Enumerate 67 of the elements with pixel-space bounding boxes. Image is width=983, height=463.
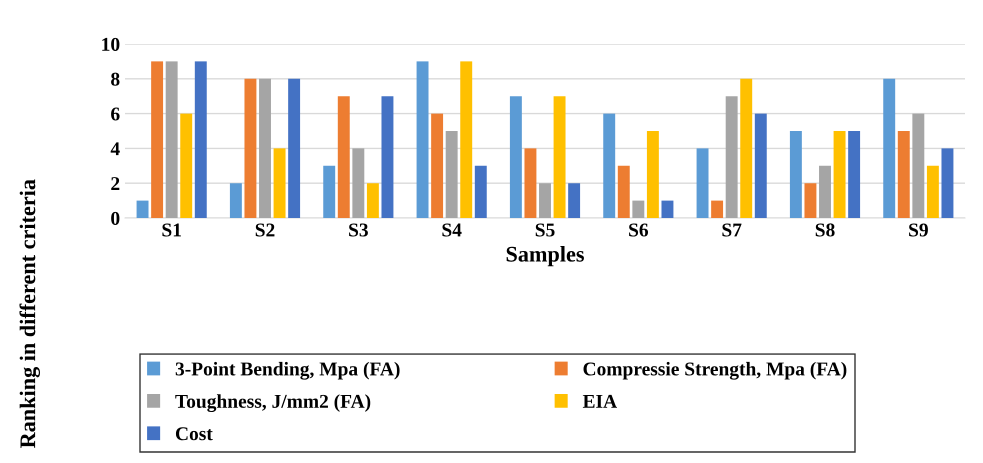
x-tick-label: S9 — [909, 223, 928, 237]
bar — [912, 114, 924, 218]
bar — [726, 96, 738, 218]
bar — [898, 131, 910, 218]
bar — [274, 148, 286, 218]
bar — [696, 148, 709, 218]
bar — [381, 96, 394, 218]
bar — [754, 114, 767, 218]
bar — [848, 131, 860, 218]
bar — [338, 96, 350, 218]
bar — [740, 78, 752, 218]
bar — [819, 166, 831, 218]
bar — [603, 114, 616, 218]
legend-label: Toughness, J/mm2 (FA) — [175, 394, 370, 412]
bar — [554, 96, 566, 218]
bar — [288, 78, 300, 218]
bar — [352, 148, 364, 218]
x-tick-label: S4 — [442, 223, 462, 237]
bar — [790, 131, 802, 218]
bar — [632, 200, 644, 218]
legend-label: EIA — [582, 394, 617, 408]
y-tick-label: 6 — [111, 107, 120, 121]
bar — [474, 166, 487, 218]
y-tick-label: 2 — [111, 177, 120, 190]
bar — [834, 131, 846, 218]
bar — [194, 61, 207, 218]
bar — [323, 166, 336, 218]
bar — [883, 78, 896, 218]
bar — [151, 61, 164, 218]
bar — [416, 61, 429, 218]
bar — [941, 148, 954, 218]
bar — [460, 61, 472, 218]
x-tick-label: S7 — [722, 223, 742, 237]
bar — [804, 183, 816, 218]
y-tick-label: 10 — [102, 38, 120, 51]
legend-label: 3-Point Bending, Mpa (FA) — [176, 362, 400, 380]
x-tick-label: S3 — [349, 223, 368, 237]
bar — [926, 166, 939, 218]
bar — [661, 200, 674, 218]
bar — [524, 148, 536, 218]
bar — [366, 183, 379, 218]
bar — [230, 183, 242, 218]
bar — [431, 114, 444, 218]
x-tick-label: S2 — [256, 223, 274, 237]
x-axis-title: Samples — [506, 246, 584, 266]
bar — [166, 61, 178, 218]
x-tick-label: S5 — [536, 223, 555, 237]
x-tick-label: S1 — [162, 223, 181, 237]
bar — [539, 183, 551, 218]
y-tick-label: 0 — [111, 212, 120, 225]
bar — [180, 114, 192, 218]
x-tick-label: S6 — [629, 223, 648, 237]
bar — [136, 200, 149, 218]
legend-label: Compressie Strength, Mpa (FA) — [584, 362, 846, 380]
legend-label: Cost — [176, 427, 213, 440]
bar — [259, 78, 271, 218]
bar — [618, 166, 630, 218]
bar — [646, 131, 659, 218]
y-tick-label: 4 — [110, 142, 120, 156]
x-tick-label: S8 — [816, 223, 835, 237]
bar — [568, 183, 580, 218]
bar — [446, 131, 458, 218]
bar — [244, 78, 256, 218]
bar — [711, 200, 724, 218]
y-tick-label: 8 — [111, 72, 120, 86]
bar — [510, 96, 522, 218]
y-axis-title: Ranking in different criteria — [19, 179, 40, 448]
